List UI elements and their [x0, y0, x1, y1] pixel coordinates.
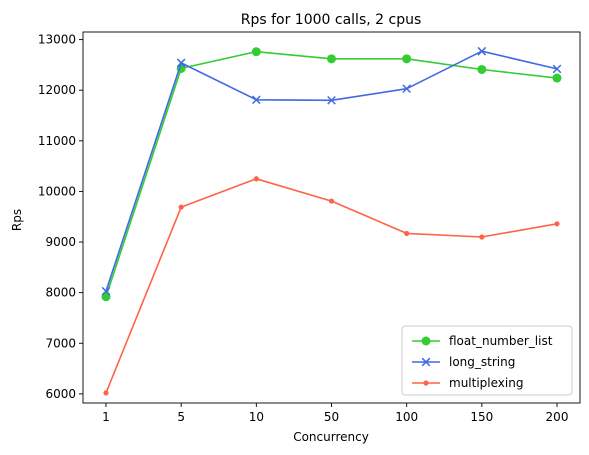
legend-label-multiplexing: multiplexing: [449, 376, 523, 390]
x-tick-label-1: 1: [102, 410, 110, 424]
y-axis-ticks: 6000 7000 8000 9000 10000 11000 12000 13000: [38, 33, 83, 401]
data-point-float_number_list-100: [402, 54, 412, 64]
data-point-long_string-5: [176, 58, 186, 68]
x-tick-label-50: 50: [324, 410, 339, 424]
legend-marker-float_number_list: [421, 336, 431, 346]
chart-title: Rps for 1000 calls, 2 cpus: [241, 12, 422, 28]
y-tick-label-9000: 9000: [45, 235, 76, 249]
data-point-multiplexing-50: [328, 198, 335, 204]
legend-label-long_string: long_string: [449, 355, 515, 369]
y-tick-label-7000: 7000: [45, 336, 76, 350]
x-tick-label-150: 150: [470, 410, 493, 424]
data-point-long_string-200: [552, 64, 562, 74]
y-tick-label-6000: 6000: [45, 387, 76, 401]
x-axis-label: Concurrency: [293, 430, 369, 444]
legend-label-float_number_list: float_number_list: [449, 334, 553, 348]
data-point-float_number_list-200: [552, 73, 562, 83]
data-point-multiplexing-100: [404, 230, 410, 237]
data-point-float_number_list-150: [477, 64, 487, 74]
data-point-long_string-150: [477, 46, 487, 56]
series-line-float_number_list: [105, 50, 558, 297]
x-axis-ticks: 1 5 10 50 100 150 200: [102, 403, 568, 424]
y-tick-label-8000: 8000: [45, 286, 76, 300]
x-tick-label-5: 5: [177, 410, 185, 424]
data-point-float_number_list-10: [251, 47, 261, 57]
series-line-long_string: [105, 50, 558, 292]
data-point-multiplexing-10: [253, 176, 259, 182]
data-point-multiplexing-200: [554, 221, 560, 227]
legend-box: [401, 325, 573, 396]
data-point-float_number_list-50: [327, 54, 336, 64]
data-point-long_string-10: [252, 95, 261, 105]
plot-area: [82, 31, 581, 404]
data-point-multiplexing-5: [178, 204, 184, 210]
y-axis-label: Rps: [10, 209, 24, 231]
x-tick-label-200: 200: [546, 410, 569, 424]
y-tick-label-11000: 11000: [38, 134, 76, 148]
x-tick-label-100: 100: [395, 410, 418, 424]
legend: float_number_list long_string multiplexing: [401, 325, 573, 396]
y-tick-label-12000: 12000: [38, 83, 76, 97]
data-point-float_number_list-1: [101, 292, 111, 302]
legend-marker-long_string: [421, 357, 431, 367]
data-point-long_string-1: [101, 286, 111, 296]
data-point-multiplexing-150: [479, 234, 485, 240]
legend-marker-multiplexing: [423, 380, 429, 386]
data-point-long_string-100: [402, 84, 411, 94]
x-tick-label-10: 10: [249, 410, 264, 424]
y-tick-label-13000: 13000: [38, 33, 76, 47]
data-point-multiplexing-1: [103, 390, 109, 396]
data-point-long_string-50: [327, 95, 336, 105]
y-tick-label-10000: 10000: [38, 184, 76, 198]
